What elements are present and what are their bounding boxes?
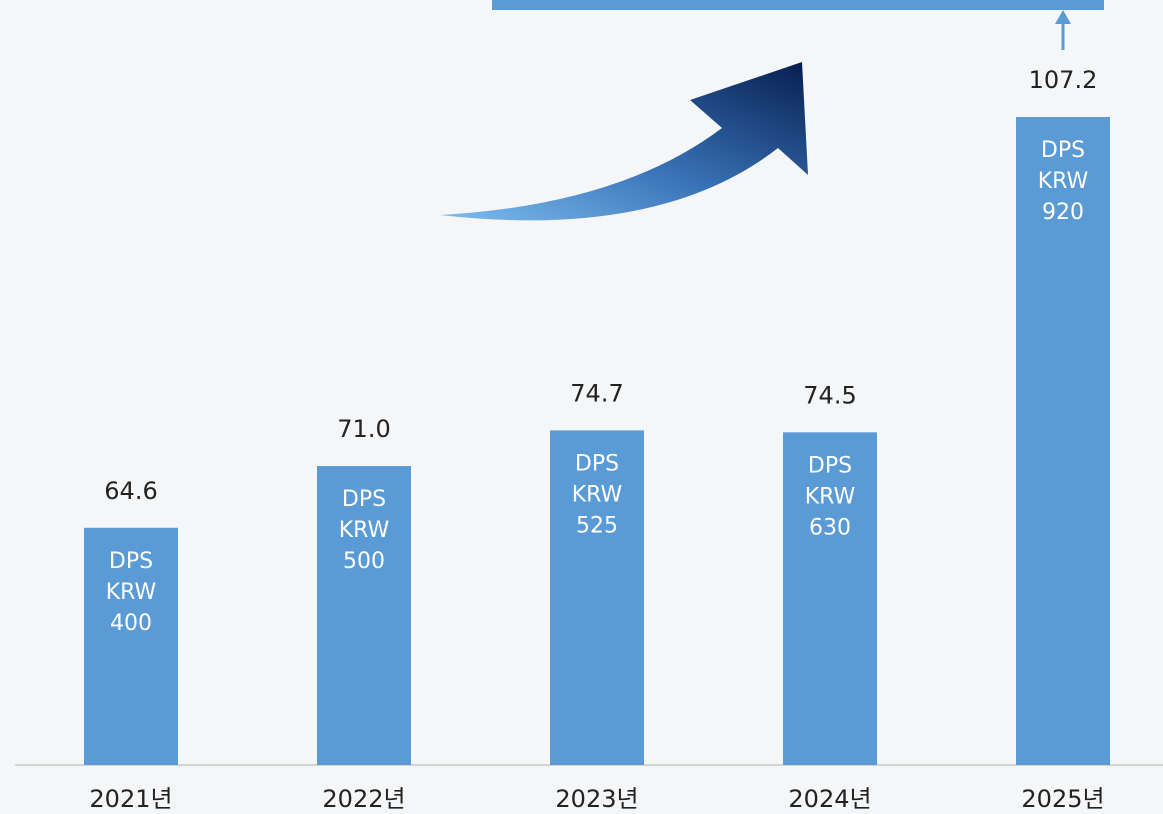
bar-label: KRW — [572, 482, 623, 507]
page: 64.6 DPS KRW 400 2021년 71.0 DPS KRW 500 2022년 74.7… — [0, 0, 1163, 814]
value-label: 71.0 — [337, 415, 390, 443]
bar-label: DPS — [109, 549, 153, 574]
x-tick-label: 2023년 — [555, 785, 638, 813]
bar-label: KRW — [106, 580, 157, 605]
x-tick-label: 2022년 — [322, 785, 405, 813]
bar-label: 500 — [343, 549, 385, 574]
x-tick-label: 2021년 — [89, 785, 172, 813]
value-label: 74.7 — [570, 379, 623, 407]
value-label: 64.6 — [104, 477, 157, 505]
value-label: 74.5 — [803, 381, 856, 409]
bar-label: DPS — [575, 451, 619, 476]
x-tick-label: 2024년 — [788, 785, 871, 813]
value-label: 107.2 — [1029, 66, 1098, 94]
bar-label: KRW — [805, 484, 856, 509]
top-banner — [492, 0, 1104, 10]
x-tick-label: 2025년 — [1021, 785, 1104, 813]
bar — [550, 430, 644, 765]
bar-label: KRW — [1038, 169, 1089, 194]
bar-label: 630 — [809, 515, 851, 540]
bar-label: DPS — [1041, 138, 1085, 163]
bar-label: KRW — [339, 518, 390, 543]
bar-label: DPS — [342, 487, 386, 512]
bar-label: DPS — [808, 453, 852, 478]
bar — [783, 432, 877, 765]
chart: 64.6 DPS KRW 400 2021년 71.0 DPS KRW 500 2022년 74.7… — [0, 0, 1163, 814]
bar-label: 525 — [576, 513, 618, 538]
bar-label: 920 — [1042, 200, 1084, 225]
bar-label: 400 — [110, 611, 152, 636]
